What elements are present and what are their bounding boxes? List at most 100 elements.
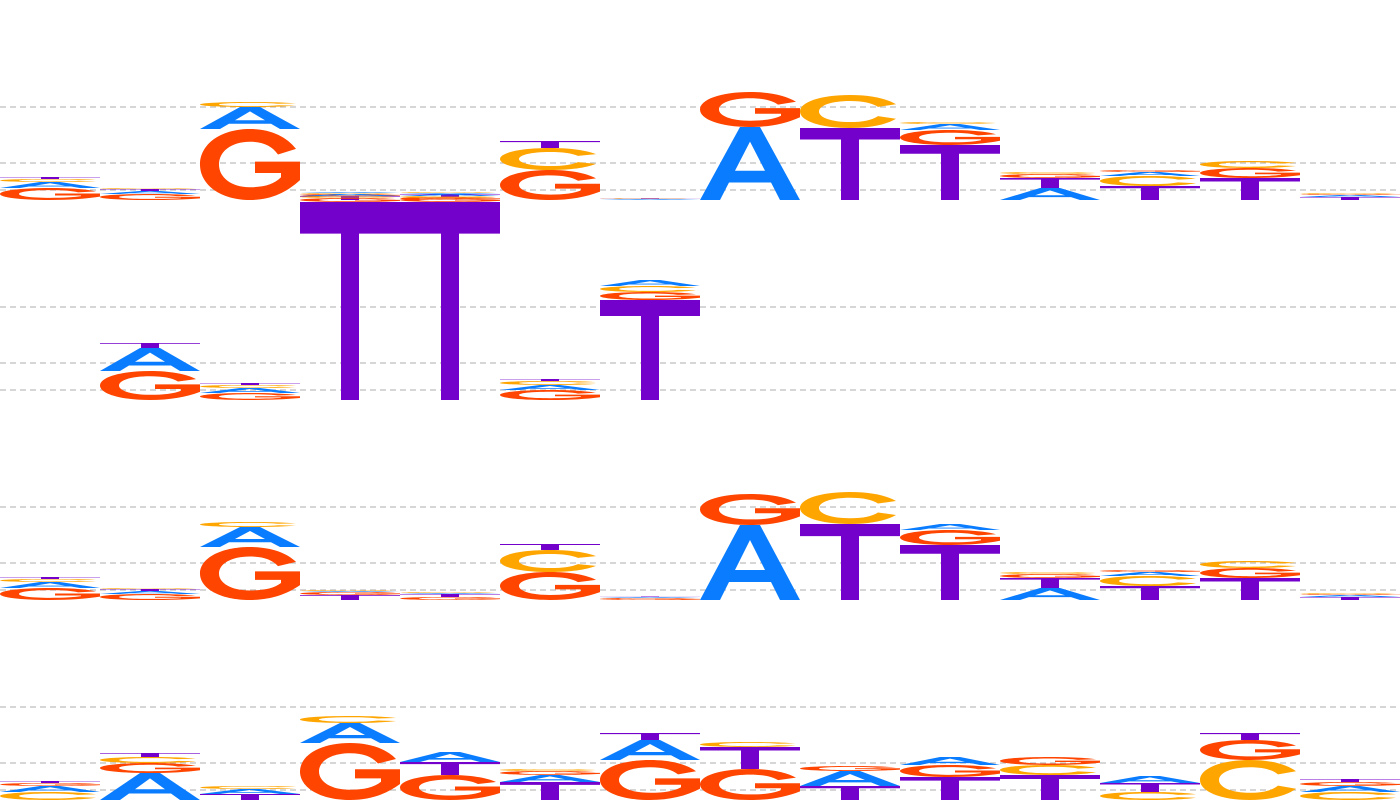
glyph-a xyxy=(100,191,200,194)
glyph-g xyxy=(0,783,100,786)
glyph-c xyxy=(200,385,296,388)
glyph-c xyxy=(0,179,96,182)
glyph-c xyxy=(1100,792,1196,800)
glyph-a xyxy=(400,193,500,194)
glyph-a xyxy=(900,757,1000,765)
glyph-t xyxy=(1100,783,1200,792)
glyph-a xyxy=(0,786,100,792)
glyph-c xyxy=(1100,576,1196,586)
glyph-t xyxy=(800,128,900,200)
logo-column xyxy=(800,95,900,200)
glyph-t xyxy=(1000,178,1100,188)
glyph-a xyxy=(0,182,100,188)
glyph-a xyxy=(400,593,500,594)
logo-1 xyxy=(0,92,1400,400)
glyph-t xyxy=(400,762,500,775)
glyph-g xyxy=(700,92,800,127)
logo-2 xyxy=(0,492,1400,600)
glyph-c xyxy=(400,592,496,593)
glyph-t xyxy=(0,177,100,179)
logo-column xyxy=(700,494,800,600)
glyph-t xyxy=(1300,597,1400,600)
glyph-a xyxy=(300,591,400,592)
glyph-t xyxy=(1000,578,1100,588)
glyph-g xyxy=(1000,757,1100,765)
glyph-g xyxy=(300,198,400,202)
glyph-a xyxy=(200,107,300,129)
glyph-t xyxy=(100,343,200,348)
logo-column xyxy=(200,102,300,200)
glyph-a xyxy=(100,348,200,371)
glyph-t xyxy=(100,753,200,757)
logo-column xyxy=(1000,172,1100,200)
glyph-c xyxy=(600,286,696,292)
logo-column xyxy=(1000,757,1100,800)
glyph-a xyxy=(100,591,200,594)
glyph-a xyxy=(1100,572,1200,576)
glyph-g xyxy=(1200,168,1300,178)
glyph-g xyxy=(200,129,300,200)
glyph-t xyxy=(500,379,600,381)
glyph-t xyxy=(200,794,300,800)
glyph-t xyxy=(500,782,600,800)
logo-column xyxy=(1000,572,1100,600)
logo-column xyxy=(600,198,700,200)
glyph-g xyxy=(1100,570,1200,572)
glyph-c xyxy=(1300,792,1396,800)
glyph-a xyxy=(700,127,800,200)
logo-3 xyxy=(0,716,1400,800)
glyph-t xyxy=(1200,178,1300,200)
glyph-t xyxy=(1300,779,1400,782)
glyph-c xyxy=(400,192,496,193)
logo-column xyxy=(100,343,200,400)
glyph-c xyxy=(500,381,596,385)
glyph-g xyxy=(100,594,200,600)
glyph-g xyxy=(600,598,700,600)
glyph-a xyxy=(200,388,300,393)
logo-column xyxy=(700,92,800,200)
glyph-t xyxy=(1200,733,1300,740)
logo-column xyxy=(600,596,700,600)
glyph-t xyxy=(1200,578,1300,600)
logo-column xyxy=(600,733,700,800)
glyph-c xyxy=(300,193,396,194)
glyph-g xyxy=(600,292,700,300)
logo-column xyxy=(900,122,1000,200)
glyph-a xyxy=(0,582,100,588)
glyph-c xyxy=(1200,760,1296,800)
glyph-a xyxy=(300,192,400,193)
logo-column xyxy=(900,757,1000,800)
logo-column xyxy=(400,752,500,800)
logo-column xyxy=(1100,570,1200,600)
glyph-a xyxy=(1000,588,1100,600)
glyph-t xyxy=(600,300,700,400)
glyph-c xyxy=(1300,593,1396,594)
glyph-a xyxy=(600,199,700,200)
glyph-t xyxy=(800,786,900,800)
glyph-c xyxy=(800,95,896,128)
glyph-g xyxy=(700,494,800,525)
glyph-c xyxy=(1300,193,1396,194)
glyph-g xyxy=(100,194,200,200)
glyph-t xyxy=(600,596,700,597)
glyph-t xyxy=(1100,186,1200,200)
logo-column xyxy=(1300,779,1400,800)
glyph-c xyxy=(500,769,596,771)
glyph-g xyxy=(900,130,1000,145)
glyph-c xyxy=(200,102,296,107)
glyph-t xyxy=(100,189,200,191)
glyph-c xyxy=(300,590,396,591)
logo-column xyxy=(100,588,200,600)
logo-column xyxy=(1300,593,1400,600)
glyph-g xyxy=(1100,170,1200,172)
glyph-g xyxy=(1300,194,1400,195)
glyph-c xyxy=(400,196,496,198)
glyph-g xyxy=(500,771,600,775)
glyph-t xyxy=(400,594,500,597)
glyph-g xyxy=(400,597,500,600)
glyph-a xyxy=(1000,188,1100,200)
glyph-g xyxy=(400,775,500,800)
logo-column xyxy=(500,141,600,200)
glyph-g xyxy=(300,592,400,595)
